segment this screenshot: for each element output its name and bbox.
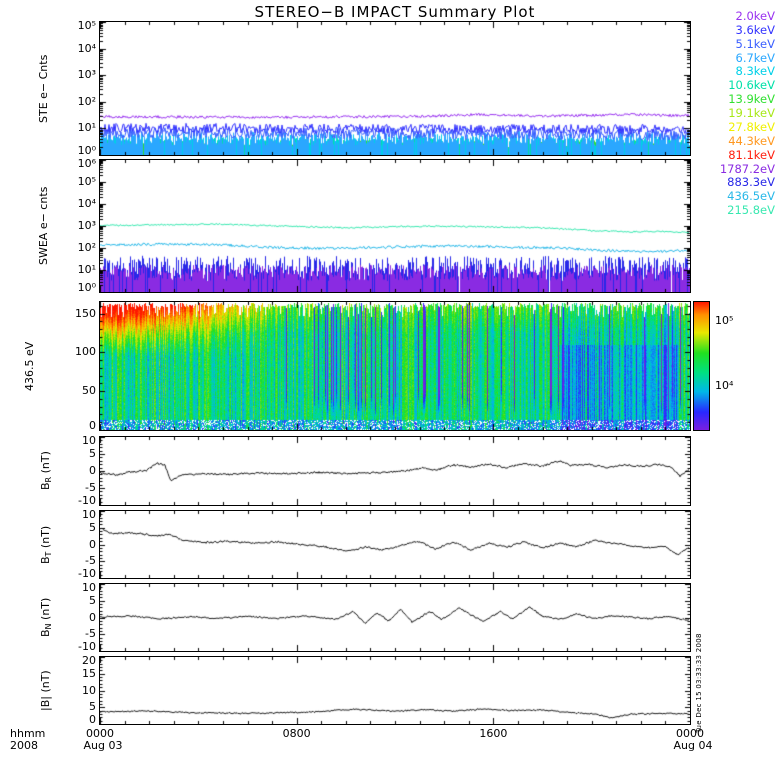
legend-entry-3.6keV: 3.6keV [735, 22, 775, 37]
btot-y-tick-label: 10 [82, 683, 96, 697]
bn-y-tick-label: -5 [85, 627, 96, 641]
ste-canvas [100, 22, 690, 155]
bt-y-tick-label: 10 [82, 508, 96, 521]
x-axis-time-label: 0000 [86, 727, 114, 740]
legend-entry-27.8keV: 27.8keV [728, 119, 775, 134]
legend-entry-44.3keV: 44.3keV [728, 133, 775, 148]
br-y-tick-label: 5 [89, 447, 96, 460]
colorbar-tick-label: 10⁵ [715, 313, 734, 327]
ste-y-tick-label: 10⁴ [77, 41, 96, 55]
x-axis-year-label: 2008 [10, 739, 38, 752]
x-axis-time-label: 1600 [479, 727, 508, 740]
panel-b-normal [99, 583, 691, 652]
creation-timestamp: Tue Dec 15 03:33:33 2008 [695, 633, 703, 733]
br-y-tick-label: -5 [85, 481, 96, 494]
spec-y-tick-label: 150 [75, 306, 96, 320]
bn-y-tick-label: 5 [89, 593, 96, 607]
ste-y-tick-label: 10¹ [77, 121, 96, 135]
panel-b-tangential [99, 510, 691, 579]
x-axis-date-label: Aug 03 [83, 739, 123, 752]
spec-y-tick-label: 50 [82, 384, 96, 398]
btot-y-tick-label: 20 [82, 654, 96, 667]
swea-y-tick-label: 10⁵ [77, 175, 96, 188]
swea-y-tick-label: 10⁰ [77, 281, 96, 294]
legend-entry-10.6keV: 10.6keV [728, 78, 775, 93]
legend-entry-81.1keV: 81.1keV [728, 147, 775, 162]
legend-entry-436.5eV: 436.5eV [727, 189, 775, 204]
spec-y-tick-label: 100 [75, 345, 96, 359]
legend-entry-215.8eV: 215.8eV [727, 203, 775, 218]
swea-y-tick-label: 10² [77, 241, 96, 254]
panel-electron-spectrogram [99, 301, 691, 431]
legend-entry-8.3keV: 8.3keV [735, 64, 775, 79]
panel-b-radial [99, 436, 691, 506]
legend-entry-13.9keV: 13.9keV [728, 92, 775, 107]
br-y-tick-label: 10 [82, 434, 96, 447]
x-axis-time-label: 0800 [282, 727, 311, 740]
spec-y-tick-label: 0 [89, 419, 96, 432]
legend-entry-6.7keV: 6.7keV [735, 50, 775, 65]
btot-y-tick-label: 0 [89, 713, 96, 726]
ste-y-tick-label: 10⁵ [77, 19, 96, 32]
bt-canvas [100, 511, 690, 578]
legend-entry-19.1keV: 19.1keV [728, 106, 775, 121]
swea-canvas [100, 160, 690, 292]
x-axis-date-label: Aug 04 [673, 739, 713, 752]
ste-y-tick-label: 10² [77, 94, 96, 108]
legend-entry-5.1keV: 5.1keV [735, 36, 775, 51]
ste-y-tick-label: 10⁰ [77, 144, 96, 157]
colorbar-tick-label: 10⁴ [715, 378, 734, 392]
legend-entry-1787.2eV: 1787.2eV [719, 161, 775, 176]
spec-y-axis-label: 436.5 eV [23, 341, 36, 391]
x-axis-time-label: 0000 [676, 727, 704, 740]
panel-b-magnitude [99, 656, 691, 725]
ste-y-tick-label: 10³ [77, 68, 96, 82]
bt-y-tick-label: -5 [85, 554, 96, 568]
br-canvas [100, 437, 690, 505]
legend-entry-2.0keV: 2.0keV [735, 9, 775, 23]
bt-y-tick-label: 5 [89, 520, 96, 534]
swea-y-tick-label: 10¹ [77, 263, 96, 276]
swea-y-tick-label: 10³ [77, 219, 96, 232]
swea-y-tick-label: 10⁶ [77, 157, 96, 170]
bt-y-tick-label: 0 [89, 537, 96, 551]
colorbar [693, 301, 710, 431]
panel-ste-electron-counts [99, 21, 691, 156]
btot-y-tick-label: 5 [89, 700, 96, 714]
bn-canvas [100, 584, 690, 651]
panel-swea-electron-counts [99, 159, 691, 293]
br-y-tick-label: -10 [78, 494, 96, 507]
legend-entry-883.3eV: 883.3eV [727, 175, 775, 190]
plot-title: STEREO−B IMPACT Summary Plot [254, 3, 536, 21]
spec-canvas [100, 302, 690, 430]
bt-y-tick-label: -10 [78, 567, 96, 580]
br-y-tick-label: 0 [89, 464, 96, 477]
btot-canvas [100, 657, 690, 724]
x-axis-unit-label: hhmm [10, 727, 46, 740]
btot-y-tick-label: 15 [82, 666, 96, 680]
bn-y-tick-label: 10 [82, 581, 96, 594]
bn-y-tick-label: -10 [78, 640, 96, 653]
bn-y-tick-label: 0 [89, 610, 96, 624]
swea-y-tick-label: 10⁴ [77, 197, 96, 210]
